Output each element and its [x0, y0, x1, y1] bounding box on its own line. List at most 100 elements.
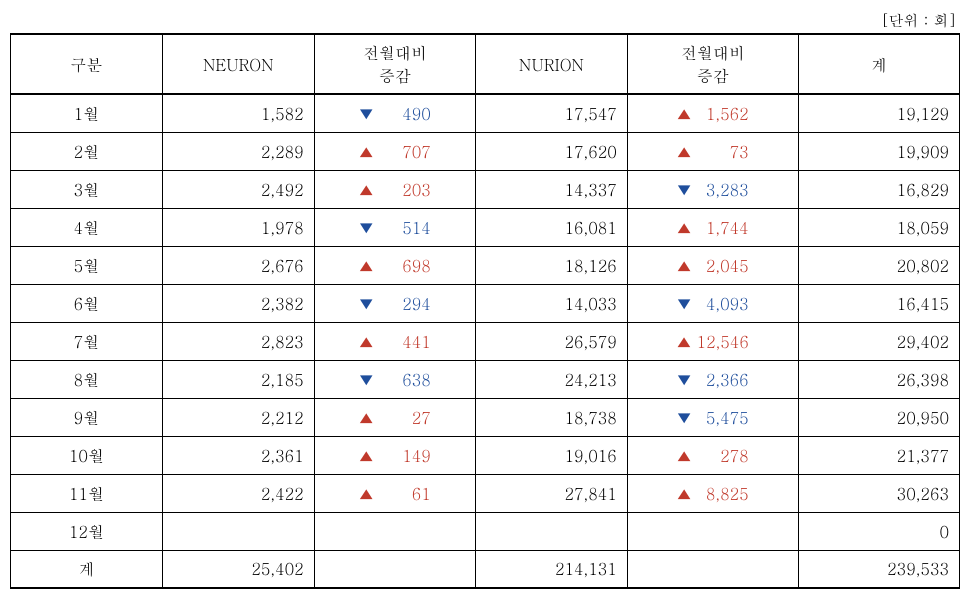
neuron-delta: ▲ 61 — [314, 474, 475, 512]
neuron-value: 2,185 — [162, 360, 314, 398]
neuron-delta: ▲ 203 — [314, 170, 475, 208]
neuron-delta — [314, 512, 475, 550]
neuron-delta: ▲ 698 — [314, 246, 475, 284]
delta-value: 441 — [379, 330, 431, 353]
delta-value: 2,045 — [697, 254, 749, 277]
neuron-delta: ▲ 707 — [314, 132, 475, 170]
total-value: 18,059 — [798, 208, 959, 246]
row-label: 8월 — [11, 360, 163, 398]
total-value: 0 — [798, 512, 959, 550]
table-row: 1월1,582▼ 49017,547▲ 1,56219,129 — [11, 94, 960, 132]
row-label: 3월 — [11, 170, 163, 208]
total-value: 16,829 — [798, 170, 959, 208]
total-value: 30,263 — [798, 474, 959, 512]
neuron-value: 1,978 — [162, 208, 314, 246]
summary-neuron: 25,402 — [162, 550, 314, 588]
nurion-delta: ▼ 5,475 — [627, 398, 798, 436]
neuron-delta: ▲ 441 — [314, 322, 475, 360]
table-row: 8월2,185▼ 63824,213▼ 2,36626,398 — [11, 360, 960, 398]
summary-nurion: 214,131 — [475, 550, 627, 588]
row-label: 2월 — [11, 132, 163, 170]
total-value: 29,402 — [798, 322, 959, 360]
arrow-down-icon: ▼ — [677, 368, 692, 391]
table-row: 2월2,289▲ 70717,620▲ 7319,909 — [11, 132, 960, 170]
neuron-value: 2,382 — [162, 284, 314, 322]
row-label: 6월 — [11, 284, 163, 322]
table-row: 9월2,212▲ 2718,738▼ 5,47520,950 — [11, 398, 960, 436]
nurion-delta: ▲ 2,045 — [627, 246, 798, 284]
delta-value: 8,825 — [697, 482, 749, 505]
neuron-delta: ▼ 294 — [314, 284, 475, 322]
neuron-value: 2,361 — [162, 436, 314, 474]
unit-label: [단위 : 회] — [10, 10, 960, 33]
delta-value: 12,546 — [697, 330, 749, 353]
neuron-value: 1,582 — [162, 94, 314, 132]
delta-value: 61 — [379, 482, 431, 505]
header-col-neuron: NEURON — [162, 34, 314, 94]
summary-total: 239,533 — [798, 550, 959, 588]
neuron-delta: ▲ 149 — [314, 436, 475, 474]
row-label: 4월 — [11, 208, 163, 246]
delta-value: 638 — [379, 368, 431, 391]
arrow-up-icon: ▲ — [677, 330, 692, 353]
header-col-label: 구분 — [11, 34, 163, 94]
arrow-up-icon: ▲ — [677, 216, 692, 239]
nurion-delta: ▼ 3,283 — [627, 170, 798, 208]
nurion-value: 14,337 — [475, 170, 627, 208]
arrow-down-icon: ▼ — [359, 368, 374, 391]
neuron-value: 2,212 — [162, 398, 314, 436]
delta-value: 1,562 — [697, 102, 749, 125]
delta-value: 3,283 — [697, 178, 749, 201]
arrow-up-icon: ▲ — [359, 140, 374, 163]
neuron-delta: ▼ 638 — [314, 360, 475, 398]
row-label: 10월 — [11, 436, 163, 474]
neuron-delta: ▼ 514 — [314, 208, 475, 246]
delta-value: 4,093 — [697, 292, 749, 315]
nurion-delta: ▼ 4,093 — [627, 284, 798, 322]
neuron-delta: ▼ 490 — [314, 94, 475, 132]
delta-value: 514 — [379, 216, 431, 239]
delta-value: 5,475 — [697, 406, 749, 429]
delta-value: 203 — [379, 178, 431, 201]
data-table: 구분 NEURON 전월대비 증감 NURION 전월대비 증감 계 1월1,5… — [10, 33, 960, 589]
row-label: 12월 — [11, 512, 163, 550]
nurion-value: 24,213 — [475, 360, 627, 398]
nurion-value: 16,081 — [475, 208, 627, 246]
arrow-up-icon: ▲ — [677, 140, 692, 163]
header-col-neuron-delta: 전월대비 증감 — [314, 34, 475, 94]
table-row: 10월2,361▲ 14919,016▲ 27821,377 — [11, 436, 960, 474]
nurion-value: 14,033 — [475, 284, 627, 322]
summary-nurion-delta — [627, 550, 798, 588]
nurion-delta: ▲ 1,562 — [627, 94, 798, 132]
row-label: 9월 — [11, 398, 163, 436]
arrow-up-icon: ▲ — [677, 482, 692, 505]
table-row: 4월1,978▼ 51416,081▲ 1,74418,059 — [11, 208, 960, 246]
arrow-up-icon: ▲ — [677, 444, 692, 467]
arrow-up-icon: ▲ — [359, 482, 374, 505]
nurion-delta: ▲ 8,825 — [627, 474, 798, 512]
nurion-value: 17,620 — [475, 132, 627, 170]
total-value: 26,398 — [798, 360, 959, 398]
neuron-value: 2,492 — [162, 170, 314, 208]
nurion-value: 18,126 — [475, 246, 627, 284]
row-label: 1월 — [11, 94, 163, 132]
header-col-nurion: NURION — [475, 34, 627, 94]
neuron-delta: ▲ 27 — [314, 398, 475, 436]
table-row: 7월2,823▲ 44126,579▲ 12,54629,402 — [11, 322, 960, 360]
table-row: 5월2,676▲ 69818,126▲ 2,04520,802 — [11, 246, 960, 284]
row-label: 5월 — [11, 246, 163, 284]
total-value: 19,909 — [798, 132, 959, 170]
delta-value: 698 — [379, 254, 431, 277]
arrow-up-icon: ▲ — [359, 444, 374, 467]
delta-value: 278 — [697, 444, 749, 467]
nurion-value: 17,547 — [475, 94, 627, 132]
arrow-up-icon: ▲ — [359, 254, 374, 277]
neuron-value: 2,676 — [162, 246, 314, 284]
table-container: [단위 : 회] 구분 NEURON 전월대비 증감 NURION 전월대비 증… — [10, 10, 960, 589]
summary-label: 계 — [11, 550, 163, 588]
table-row: 12월 0 — [11, 512, 960, 550]
delta-value: 707 — [379, 140, 431, 163]
nurion-delta — [627, 512, 798, 550]
arrow-up-icon: ▲ — [359, 330, 374, 353]
arrow-down-icon: ▼ — [359, 102, 374, 125]
